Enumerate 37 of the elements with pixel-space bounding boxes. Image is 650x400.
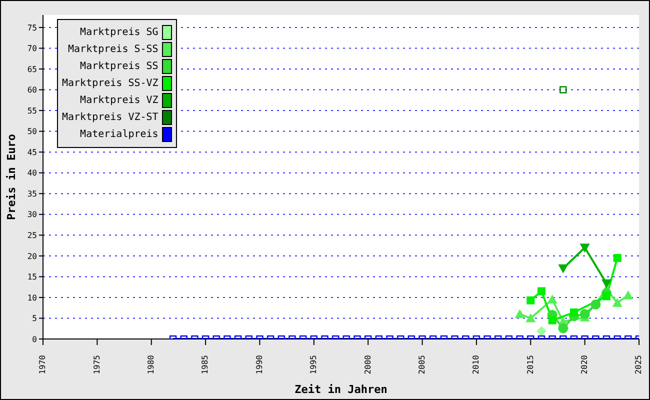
x-tick-label: 1995 xyxy=(309,354,318,374)
legend-label: Marktpreis SS xyxy=(80,61,158,72)
y-tick-label: 75 xyxy=(27,23,38,32)
x-tick-label: 2015 xyxy=(526,354,535,374)
legend-label: Marktpreis VZ-ST xyxy=(62,112,158,123)
y-tick-label: 15 xyxy=(27,272,38,282)
y-tick-label: 55 xyxy=(27,106,38,116)
y-tick-label: 40 xyxy=(27,168,38,178)
x-tick-label: 1975 xyxy=(92,354,102,374)
y-tick-label: 65 xyxy=(27,64,38,74)
y-tick-label: 25 xyxy=(27,230,38,240)
legend-label: Materialpreis xyxy=(80,129,158,140)
y-tick-label: 30 xyxy=(27,210,38,220)
y-tick-label: 45 xyxy=(27,148,38,157)
x-tick-label: 2020 xyxy=(580,354,590,374)
y-tick-label: 10 xyxy=(27,293,38,302)
x-tick-label: 2000 xyxy=(363,354,372,374)
x-tick-label: 2025 xyxy=(634,354,644,374)
y-tick-label: 20 xyxy=(27,252,38,261)
y-axis-title: Preis in Euro xyxy=(4,134,18,220)
x-tick-label: 1985 xyxy=(200,354,210,374)
legend-label: Marktpreis VZ xyxy=(80,95,158,106)
legend-label: Marktpreis SS-VZ xyxy=(62,78,158,89)
y-tick-label: 0 xyxy=(32,334,38,344)
x-tick-label: 2010 xyxy=(472,354,481,374)
y-tick-label: 70 xyxy=(27,44,38,54)
y-tick-label: 35 xyxy=(27,189,38,198)
x-axis-title: Zeit in Jahren xyxy=(294,383,388,396)
y-tick-label: 60 xyxy=(27,86,38,95)
y-tick-label: 5 xyxy=(32,314,38,324)
y-tick-label: 50 xyxy=(27,127,38,136)
x-tick-label: 1990 xyxy=(254,354,264,374)
x-tick-label: 1980 xyxy=(146,354,156,374)
legend-label: Marktpreis SG xyxy=(80,27,158,38)
x-tick-label: 2005 xyxy=(417,354,426,374)
legend-label: Marktpreis S-SS xyxy=(68,44,158,55)
x-tick-label: 1970 xyxy=(38,354,48,374)
